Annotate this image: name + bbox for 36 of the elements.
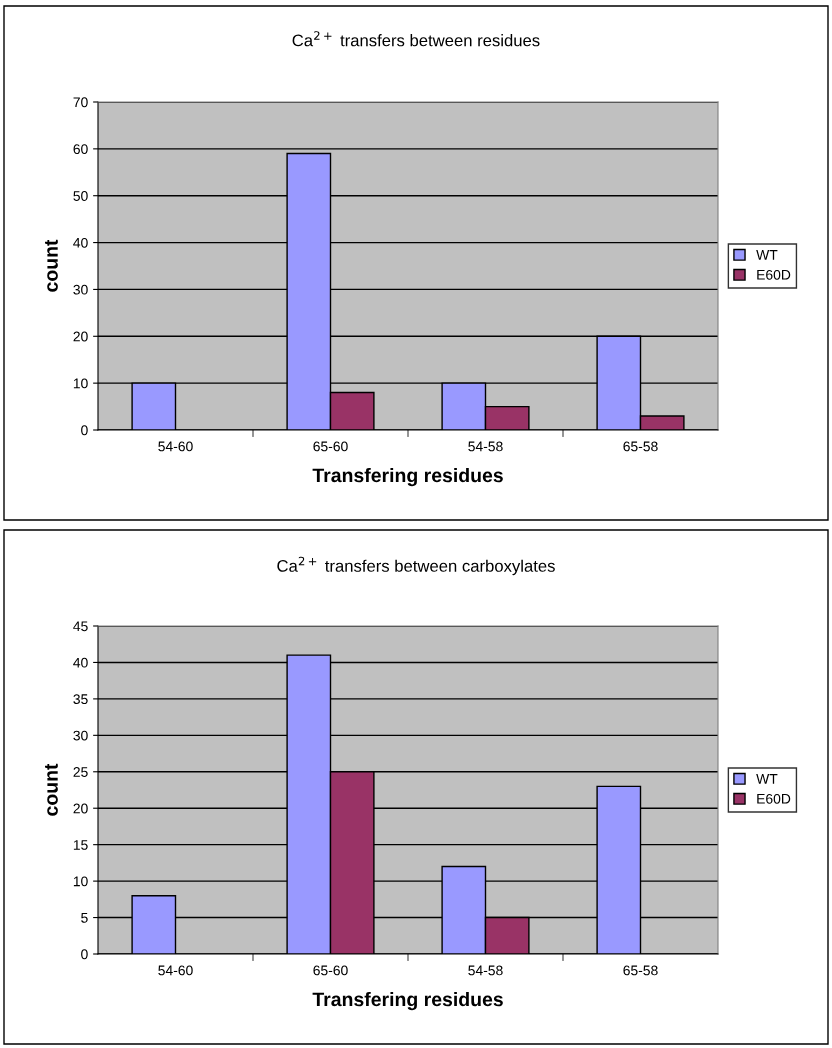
- y-tick-label: 60: [73, 144, 88, 155]
- y-tick-label: 45: [73, 621, 88, 632]
- y-tick-label: 20: [73, 331, 88, 342]
- y-tick-label: 5: [81, 913, 88, 923]
- x-axis-title: Transfering residues: [312, 991, 503, 1011]
- y-tick-label: 30: [73, 730, 88, 741]
- y-tick-label: 10: [73, 876, 88, 887]
- legend-label: WT: [756, 250, 778, 260]
- y-tick-label: 40: [73, 237, 88, 248]
- x-axis-title: Transfering residues: [312, 467, 503, 487]
- y-tick-label: 20: [73, 803, 88, 814]
- y-tick-label: 15: [73, 840, 88, 850]
- x-tick-label: 65-60: [313, 441, 348, 452]
- y-axis-title: count: [45, 763, 58, 816]
- y-tick-label: 70: [73, 97, 88, 108]
- x-tick-label: 54-58: [468, 441, 503, 452]
- y-tick-label: 50: [73, 191, 88, 201]
- chart-title: Ca$^{2+}$ transfers between residues: [292, 31, 540, 47]
- y-tick-label: 25: [73, 767, 88, 777]
- chart-title: Ca$^{2+}$ transfers between carboxylates: [277, 556, 555, 576]
- x-tick-label: 65-58: [623, 441, 658, 452]
- y-axis-title: count: [45, 239, 58, 292]
- x-tick-label: 54-60: [158, 441, 193, 452]
- legend-label: E60D: [757, 269, 791, 280]
- y-tick-label: 0: [81, 425, 88, 436]
- x-tick-label: 54-58: [468, 965, 503, 976]
- y-tick-label: 35: [73, 694, 88, 705]
- y-tick-label: 0: [81, 949, 88, 960]
- x-tick-label: 65-58: [623, 965, 658, 976]
- x-tick-label: 54-60: [158, 965, 193, 976]
- y-tick-label: 30: [73, 284, 88, 295]
- legend-label: E60D: [757, 793, 791, 804]
- legend-label: WT: [756, 774, 778, 784]
- x-tick-label: 65-60: [313, 965, 348, 976]
- y-tick-label: 10: [73, 378, 88, 389]
- y-tick-label: 40: [73, 657, 88, 668]
